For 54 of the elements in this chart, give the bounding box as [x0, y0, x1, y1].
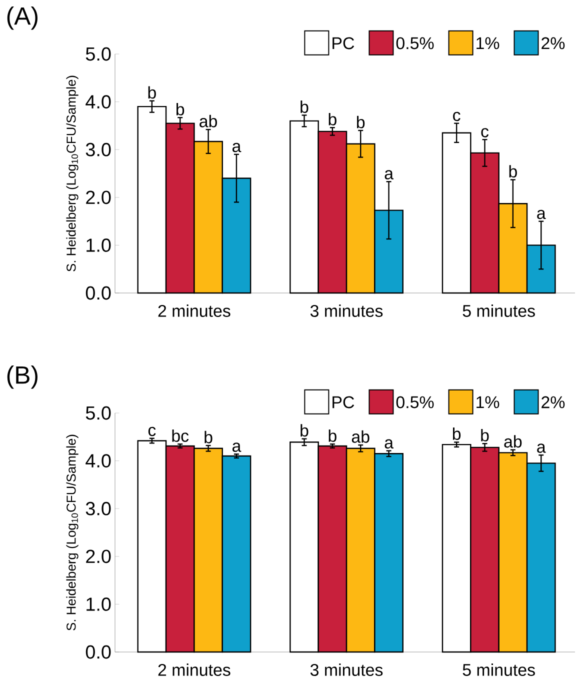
- legend-label: 1%: [476, 396, 500, 408]
- data-label: b: [328, 112, 336, 126]
- y-axis-title: S. Heidelberg (Log$_{10}$CFU/Sample): [66, 434, 78, 630]
- data-label: b: [509, 165, 517, 178]
- data-label: b: [328, 429, 336, 442]
- y-axis-title: S. Heidelberg (Log$_{10}$CFU/Sample): [66, 76, 78, 272]
- data-label: b: [481, 428, 489, 442]
- y-tick-label: 4.0: [86, 454, 111, 468]
- x-tick-label: 3 minutes: [310, 304, 383, 317]
- data-label: b: [357, 116, 365, 128]
- x-tick-label: 3 minutes: [310, 664, 383, 676]
- data-label: b: [176, 102, 184, 116]
- data-label: ab: [352, 430, 370, 443]
- data-label: c: [148, 426, 156, 436]
- legend-label: PC: [332, 37, 354, 50]
- legend-label: 2%: [542, 396, 565, 408]
- y-tick-label: 3.0: [86, 142, 111, 156]
- y-tick-label: 2.0: [86, 550, 111, 564]
- y-tick-label: 1.0: [86, 598, 111, 611]
- chart-title: (B): [7, 366, 38, 389]
- x-tick-label: 5 minutes: [462, 664, 535, 676]
- data-label: b: [204, 430, 212, 444]
- data-label: a: [384, 439, 394, 449]
- y-tick-label: 3.0: [86, 502, 111, 516]
- data-label: ab: [504, 435, 522, 448]
- data-label: bc: [172, 429, 189, 442]
- data-label: c: [453, 112, 460, 122]
- data-label: a: [232, 442, 242, 452]
- legend-label: 0.5%: [396, 37, 434, 50]
- x-tick-label: 2 minutes: [158, 304, 230, 317]
- y-tick-label: 4.0: [86, 95, 111, 108]
- y-tick-label: 0.0: [86, 286, 111, 300]
- data-label: ab: [200, 114, 217, 128]
- data-label: c: [481, 128, 489, 138]
- y-tick-label: 0.0: [86, 645, 111, 659]
- data-label: b: [300, 100, 308, 113]
- data-label: b: [452, 428, 461, 440]
- legend-label: 1%: [476, 37, 500, 50]
- legend-label: 2%: [542, 37, 565, 50]
- x-tick-label: 2 minutes: [158, 664, 230, 676]
- data-label: a: [537, 210, 546, 220]
- x-tick-label: 5 minutes: [462, 304, 535, 317]
- y-tick-label: 5.0: [86, 47, 111, 61]
- legend-label: PC: [332, 396, 354, 408]
- chart-title: (A): [7, 6, 38, 30]
- legend-label: 0.5%: [396, 396, 434, 408]
- data-label: b: [148, 86, 156, 99]
- y-tick-label: 2.0: [86, 190, 111, 204]
- data-label: b: [300, 424, 308, 437]
- data-label: a: [384, 170, 394, 180]
- data-label: a: [537, 444, 546, 453]
- y-tick-label: 5.0: [86, 406, 111, 420]
- data-label: a: [232, 142, 242, 152]
- y-tick-label: 1.0: [86, 238, 111, 252]
